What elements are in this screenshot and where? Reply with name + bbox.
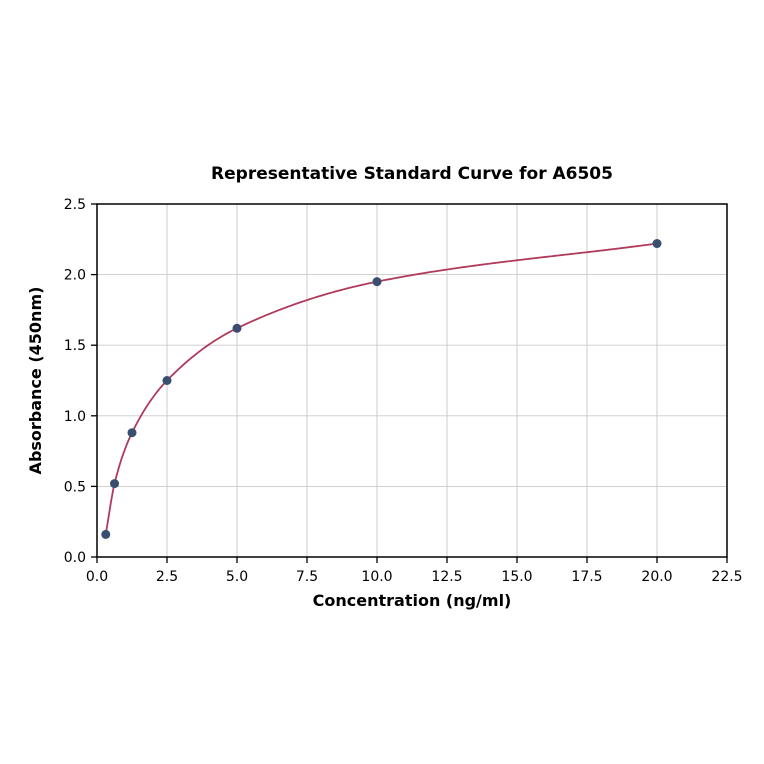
axis-ticks	[91, 203, 728, 563]
x-tick-label: 20.0	[641, 569, 672, 585]
x-tick-label: 0.0	[86, 569, 108, 585]
x-tick-label: 17.5	[571, 569, 602, 585]
x-tick-label: 5.0	[226, 569, 248, 585]
gridlines	[96, 203, 728, 558]
data-points	[101, 239, 662, 539]
data-point	[372, 277, 382, 287]
y-axis-label: Absorbance (450nm)	[26, 287, 45, 475]
x-tick-label: 7.5	[296, 569, 318, 585]
fit-curve	[104, 242, 658, 535]
data-point	[101, 529, 111, 539]
x-tick-label: 22.5	[711, 569, 742, 585]
y-tick-label: 2.0	[64, 268, 86, 284]
data-point	[652, 239, 662, 249]
axis-tick-labels: 0.0 2.5 5.0 7.5 10.0 12.5 15.0 17.5 20.0 22.5 0.0 0…	[64, 197, 743, 585]
y-tick-label: 0.0	[64, 550, 86, 566]
y-tick-label: 1.5	[64, 338, 86, 354]
y-tick-label: 2.5	[64, 197, 86, 213]
x-tick-label: 2.5	[156, 569, 178, 585]
plot-border	[96, 203, 728, 558]
y-tick-label: 0.5	[64, 479, 86, 495]
x-tick-label: 10.0	[361, 569, 392, 585]
x-tick-label: 12.5	[431, 569, 462, 585]
data-point	[110, 479, 119, 489]
data-point	[127, 428, 137, 438]
x-axis-label: Concentration (ng/ml)	[313, 591, 512, 610]
x-tick-label: 15.0	[501, 569, 532, 585]
data-point	[232, 323, 242, 333]
data-point	[162, 376, 172, 385]
chart-title: Representative Standard Curve for A6505	[211, 164, 613, 184]
y-tick-label: 1.0	[64, 409, 86, 425]
